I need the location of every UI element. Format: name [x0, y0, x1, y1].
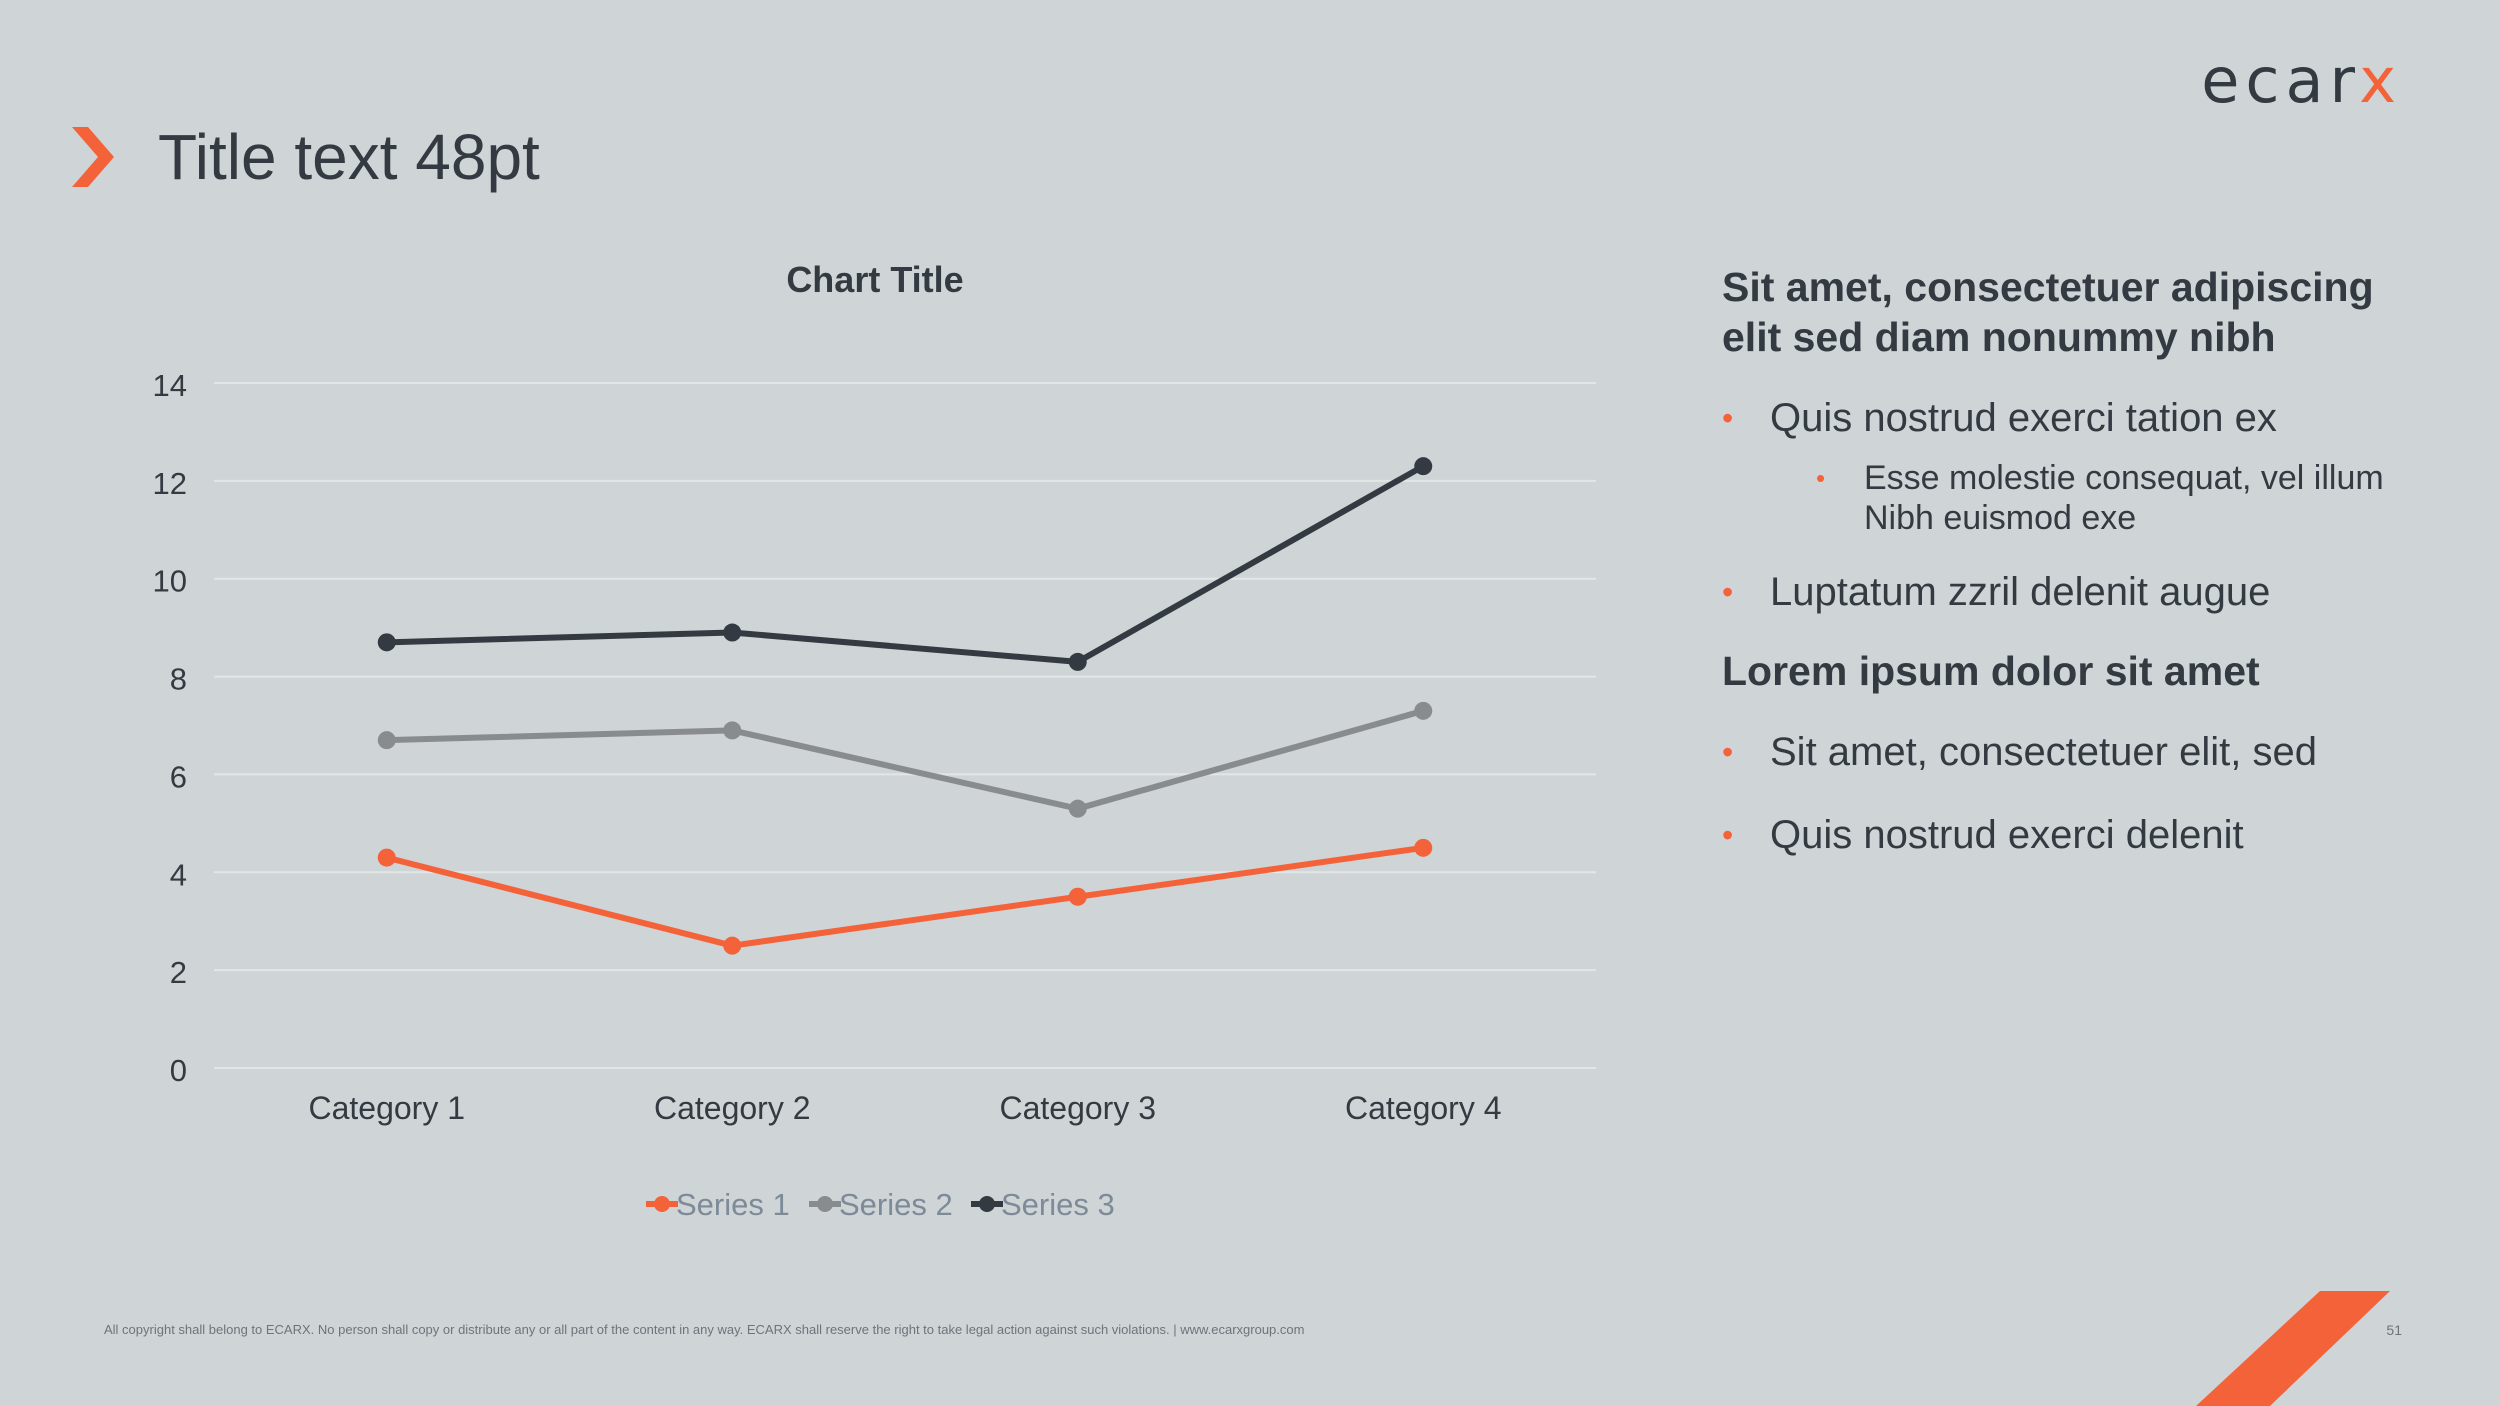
- data-point: [1068, 887, 1087, 906]
- page-number: 51: [2386, 1322, 2402, 1338]
- legend-marker: [817, 1196, 833, 1212]
- y-tick-label: 10: [153, 564, 187, 599]
- chevron-right-icon: [72, 127, 114, 187]
- legend-marker: [979, 1196, 995, 1212]
- y-tick-label: 14: [153, 368, 187, 403]
- series-line-1: [386, 844, 1424, 949]
- chart-title: Chart Title: [786, 259, 963, 300]
- bullet-3: Sit amet, consectetuer elit, sed: [1722, 728, 2442, 776]
- data-point: [723, 721, 742, 740]
- series-line-2: [386, 707, 1425, 812]
- data-point: [1068, 652, 1087, 671]
- data-point: [723, 623, 742, 642]
- line-chart: Chart Title 0 2 4 6 8 10 12 14 Category 1 Catego…: [0, 250, 1640, 1250]
- data-point: [377, 731, 396, 750]
- legend-marker: [654, 1196, 670, 1212]
- bullet-1: Quis nostrud exerci tation ex: [1722, 394, 2442, 442]
- x-tick-label: Category 3: [999, 1090, 1156, 1126]
- legend-label: Series 2: [839, 1187, 953, 1222]
- data-point: [377, 848, 396, 867]
- legend-label: Series 3: [1001, 1187, 1115, 1222]
- y-tick-label: 6: [170, 759, 187, 794]
- x-tick-label: Category 1: [308, 1090, 465, 1126]
- text-panel: Sit amet, consectetuer adipiscing elit s…: [1722, 262, 2442, 859]
- data-point: [1414, 838, 1433, 857]
- ecarx-logo: ecarx: [2201, 44, 2402, 117]
- page-title: Title text 48pt: [158, 121, 540, 193]
- legend-label: Series 1: [676, 1187, 790, 1222]
- data-point: [1068, 799, 1087, 818]
- bullet-4: Quis nostrud exerci delenit: [1722, 811, 2442, 859]
- sub-bullet-1: Esse molestie consequat, vel illum Nibh …: [1722, 458, 2442, 538]
- data-point: [1414, 701, 1433, 720]
- x-tick-label: Category 2: [654, 1090, 811, 1126]
- data-point: [723, 936, 742, 955]
- heading-2: Lorem ipsum dolor sit amet: [1722, 648, 2260, 694]
- data-point: [377, 633, 396, 652]
- heading-1: Sit amet, consectetuer adipiscing elit s…: [1722, 264, 2374, 360]
- footer-copyright: All copyright shall belong to ECARX. No …: [104, 1322, 1305, 1337]
- title-row: Title text 48pt: [72, 120, 540, 194]
- y-tick-label: 8: [170, 662, 187, 697]
- y-tick-label: 12: [153, 466, 187, 501]
- bullet-2: Luptatum zzril delenit augue: [1722, 568, 2442, 616]
- data-point: [1414, 457, 1433, 476]
- series-line-3: [386, 463, 1425, 665]
- x-tick-label: Category 4: [1345, 1090, 1502, 1126]
- y-tick-label: 4: [170, 857, 187, 892]
- chart-svg: Chart Title 0 2 4 6 8 10 12 14 Category 1 Catego…: [153, 259, 1596, 1222]
- y-tick-label: 0: [170, 1053, 187, 1088]
- y-tick-label: 2: [170, 955, 187, 990]
